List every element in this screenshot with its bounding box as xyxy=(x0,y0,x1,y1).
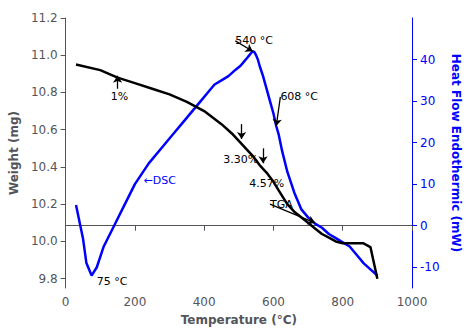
svg-text:9.8: 9.8 xyxy=(39,272,58,286)
svg-text:10.6: 10.6 xyxy=(31,123,58,137)
svg-text:608 °C: 608 °C xyxy=(280,90,318,103)
svg-text:10.8: 10.8 xyxy=(31,85,58,99)
svg-text:0: 0 xyxy=(62,295,70,309)
svg-text:200: 200 xyxy=(123,295,146,309)
svg-text:10.0: 10.0 xyxy=(31,234,58,248)
svg-text:10.2: 10.2 xyxy=(31,197,58,211)
svg-text:11.0: 11.0 xyxy=(31,48,58,62)
svg-text:540 °C: 540 °C xyxy=(235,34,273,47)
svg-text:4.57%: 4.57% xyxy=(249,177,284,190)
svg-text:3.30%: 3.30% xyxy=(223,153,258,166)
svg-text:TGA: TGA xyxy=(269,198,293,211)
svg-text:11.2: 11.2 xyxy=(31,11,58,25)
svg-text:400: 400 xyxy=(193,295,216,309)
svg-text:1%: 1% xyxy=(111,90,128,103)
svg-text:-10: -10 xyxy=(420,260,440,274)
svg-text:Weight (mg): Weight (mg) xyxy=(7,111,21,195)
svg-text:←DSC: ←DSC xyxy=(144,174,177,187)
svg-text:Temperature (°C): Temperature (°C) xyxy=(181,313,297,327)
svg-text:800: 800 xyxy=(331,295,354,309)
svg-text:Heat Flow Endothermic (mW): Heat Flow Endothermic (mW) xyxy=(449,54,463,253)
svg-text:10: 10 xyxy=(420,177,435,191)
svg-text:0: 0 xyxy=(420,219,428,233)
svg-text:10.4: 10.4 xyxy=(31,160,58,174)
svg-text:1000: 1000 xyxy=(397,295,428,309)
svg-text:40: 40 xyxy=(420,53,435,67)
svg-text:30: 30 xyxy=(420,94,435,108)
svg-text:20: 20 xyxy=(420,136,435,150)
svg-text:75 °C: 75 °C xyxy=(97,275,128,288)
svg-text:600: 600 xyxy=(262,295,285,309)
